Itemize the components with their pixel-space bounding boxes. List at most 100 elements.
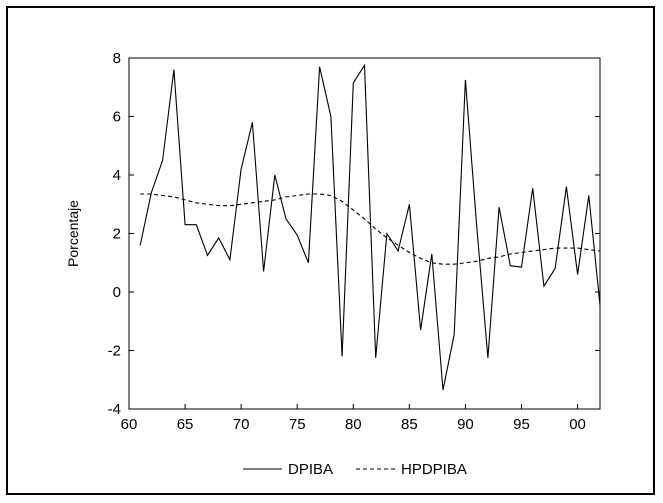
data-point-hpdpiba: [364, 218, 365, 219]
data-point-dpiba: [184, 224, 185, 225]
data-point-hpdpiba: [577, 248, 578, 249]
x-tick-label: 70: [233, 416, 250, 433]
data-point-hpdpiba: [241, 204, 242, 205]
y-tick-label: -4: [108, 401, 121, 418]
data-point-hpdpiba: [252, 202, 253, 203]
data-point-dpiba: [420, 329, 421, 330]
data-point-hpdpiba: [274, 199, 275, 200]
data-point-hpdpiba: [465, 262, 466, 263]
data-point-hpdpiba: [588, 249, 589, 250]
data-point-hpdpiba: [218, 205, 219, 206]
x-tick-label: 85: [401, 416, 418, 433]
data-point-hpdpiba: [184, 199, 185, 200]
legend-label: HPDPIBA: [401, 461, 467, 478]
x-tick-label: 95: [513, 416, 530, 433]
data-point-hpdpiba: [454, 264, 455, 265]
series-line-hpdpiba: [140, 193, 601, 265]
x-tick-label: 75: [289, 416, 306, 433]
data-point-hpdpiba: [375, 229, 376, 230]
data-point-dpiba: [532, 188, 533, 189]
data-point-hpdpiba: [319, 193, 320, 194]
x-axis: 60 65 70 75 80 85 90 95 00: [121, 404, 586, 433]
data-point-hpdpiba: [140, 193, 141, 194]
data-point-hpdpiba: [510, 253, 511, 254]
y-tick-label: -2: [108, 343, 121, 360]
data-point-hpdpiba: [442, 264, 443, 265]
data-point-hpdpiba: [341, 201, 342, 202]
data-point-hpdpiba: [532, 250, 533, 251]
data-point-hpdpiba: [476, 261, 477, 262]
data-point-hpdpiba: [263, 201, 264, 202]
series-line-dpiba: [139, 63, 601, 391]
data-point-hpdpiba: [409, 252, 410, 253]
legend-label: DPIBA: [288, 461, 333, 478]
data-point-hpdpiba: [207, 204, 208, 205]
data-point-hpdpiba: [420, 258, 421, 259]
chart-frame: [6, 6, 655, 495]
data-point-dpiba: [341, 356, 342, 357]
data-point-dpiba: [588, 195, 589, 196]
data-point-hpdpiba: [566, 248, 567, 249]
data-point-dpiba: [476, 224, 477, 225]
data-point-hpdpiba: [398, 245, 399, 246]
data-point-hpdpiba: [543, 249, 544, 250]
data-point-dpiba: [386, 233, 387, 234]
data-point-hpdpiba: [498, 256, 499, 257]
data-point-hpdpiba: [386, 237, 387, 238]
data-point-dpiba: [319, 66, 320, 67]
data-point-dpiba: [487, 357, 488, 358]
y-axis: -4 -2 0 2 4 6 8: [108, 50, 600, 418]
data-point-hpdpiba: [162, 195, 163, 196]
data-point-hpdpiba: [229, 205, 230, 206]
data-point-dpiba: [297, 234, 298, 235]
data-point-dpiba: [151, 192, 152, 193]
data-point-dpiba: [218, 237, 219, 238]
data-point-dpiba: [173, 69, 174, 70]
legend: DPIBA HPDPIBA: [243, 461, 467, 478]
data-point-dpiba: [454, 334, 455, 335]
data-point-dpiba: [577, 274, 578, 275]
data-point-dpiba: [498, 207, 499, 208]
x-tick-label: 60: [121, 416, 138, 433]
data-point-dpiba: [543, 286, 544, 287]
data-point-dpiba: [330, 116, 331, 117]
y-tick-label: 8: [113, 50, 121, 67]
data-point-dpiba: [353, 82, 354, 83]
data-point-dpiba: [274, 174, 275, 175]
data-point-hpdpiba: [521, 252, 522, 253]
data-point-hpdpiba: [555, 248, 556, 249]
data-point-dpiba: [521, 267, 522, 268]
x-tick-label: 90: [457, 416, 474, 433]
y-axis-label: Porcentaje: [65, 200, 81, 267]
data-point-hpdpiba: [151, 193, 152, 194]
x-tick-label: 00: [569, 416, 586, 433]
data-point-hpdpiba: [196, 202, 197, 203]
data-point-dpiba: [229, 259, 230, 260]
data-point-dpiba: [375, 357, 376, 358]
data-point-dpiba: [431, 253, 432, 254]
y-tick-label: 2: [113, 226, 121, 243]
data-point-dpiba: [510, 265, 511, 266]
data-point-dpiba: [442, 389, 443, 390]
data-point-dpiba: [566, 186, 567, 187]
data-point-hpdpiba: [431, 262, 432, 263]
data-point-dpiba: [409, 204, 410, 205]
data-point-dpiba: [196, 224, 197, 225]
data-point-dpiba: [241, 169, 242, 170]
data-point-hpdpiba: [353, 210, 354, 211]
data-point-dpiba: [308, 262, 309, 263]
y-tick-label: 6: [113, 109, 121, 126]
series-layer: [139, 63, 601, 391]
y-tick-label: 4: [113, 167, 121, 184]
data-point-dpiba: [140, 245, 141, 246]
data-point-dpiba: [252, 122, 253, 123]
data-point-dpiba: [465, 79, 466, 80]
data-point-dpiba: [364, 65, 365, 66]
data-point-hpdpiba: [297, 195, 298, 196]
x-tick-label: 65: [177, 416, 194, 433]
data-point-hpdpiba: [173, 196, 174, 197]
data-point-hpdpiba: [285, 196, 286, 197]
data-point-hpdpiba: [308, 193, 309, 194]
data-point-dpiba: [555, 268, 556, 269]
